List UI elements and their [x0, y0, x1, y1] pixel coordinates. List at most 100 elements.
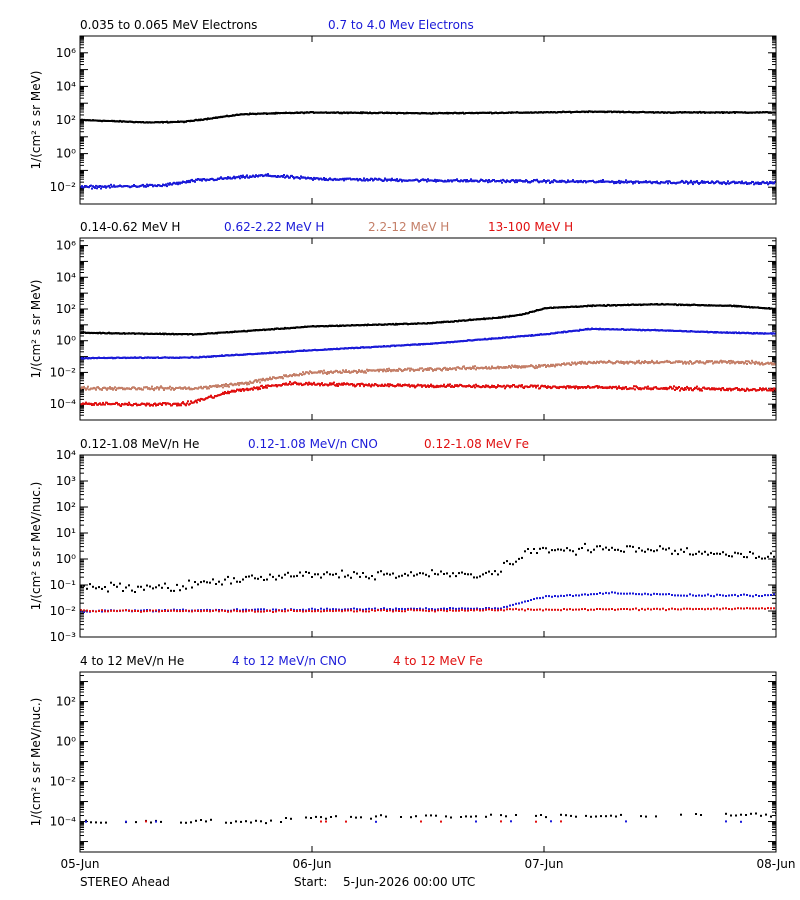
data-point — [171, 183, 173, 186]
data-point — [482, 573, 484, 576]
data-point — [271, 377, 273, 380]
data-point — [261, 379, 263, 382]
data-point — [381, 383, 383, 386]
data-point — [671, 552, 673, 555]
data-point — [399, 383, 401, 386]
data-point — [707, 553, 709, 556]
data-point — [710, 551, 712, 554]
data-point — [235, 390, 237, 393]
data-point — [639, 387, 641, 390]
data-point — [514, 181, 516, 184]
data-point — [429, 385, 431, 387]
data-point — [450, 179, 452, 182]
data-point — [243, 389, 245, 392]
data-point — [698, 387, 700, 390]
data-point — [575, 553, 577, 556]
data-point — [722, 551, 724, 554]
data-point — [656, 360, 658, 363]
data-point — [408, 367, 410, 370]
data-point — [690, 387, 692, 390]
data-point — [171, 404, 173, 407]
data-point — [637, 180, 639, 183]
data-point — [101, 388, 103, 391]
data-point — [683, 550, 685, 553]
data-point — [768, 389, 770, 392]
data-point — [622, 386, 624, 389]
data-point — [677, 553, 679, 556]
data-point — [746, 556, 748, 559]
data-point — [686, 385, 688, 388]
data-point — [726, 182, 728, 185]
data-point — [578, 329, 580, 332]
data-point — [535, 364, 537, 367]
data-point — [675, 386, 677, 389]
data-point — [128, 584, 130, 587]
data-point — [690, 179, 692, 182]
data-point — [319, 384, 321, 387]
data-point — [745, 181, 747, 184]
chart-panels: 0.035 to 0.065 MeV Electrons 0.7 to 4.0 M… — [29, 18, 777, 853]
legend-entry: 0.035 to 0.065 MeV Electrons — [80, 18, 257, 32]
data-point — [187, 400, 189, 403]
data-point — [246, 174, 248, 177]
data-point — [600, 179, 602, 182]
data-point — [626, 360, 628, 363]
data-point — [290, 575, 292, 578]
data-point — [350, 576, 352, 579]
data-point — [187, 181, 189, 184]
data-point — [453, 386, 455, 388]
data-point — [398, 575, 400, 578]
data-point — [295, 381, 297, 384]
data-point — [537, 365, 539, 368]
data-point — [720, 181, 722, 184]
data-point — [185, 404, 187, 407]
data-point — [511, 385, 513, 388]
legend-entry: 0.7 to 4.0 Mev Electrons — [328, 18, 474, 32]
data-point — [85, 401, 87, 404]
data-point — [105, 387, 107, 390]
data-point — [736, 387, 738, 389]
data-point — [538, 364, 540, 367]
data-point — [433, 180, 435, 182]
data-point — [413, 574, 415, 577]
data-point — [343, 179, 345, 182]
data-point — [745, 389, 747, 392]
data-point — [608, 386, 610, 389]
data-point — [685, 388, 687, 391]
data-point — [155, 586, 157, 589]
y-tick-label: 10² — [56, 302, 76, 316]
data-point — [508, 385, 510, 388]
data-point — [142, 183, 144, 186]
data-point — [707, 180, 709, 183]
data-point — [644, 550, 646, 553]
data-point — [696, 385, 698, 388]
data-point — [98, 586, 100, 589]
data-point — [486, 179, 488, 182]
data-point — [726, 387, 728, 390]
data-point — [638, 359, 640, 362]
y-tick-label: 10⁶ — [56, 239, 76, 253]
data-point — [168, 183, 170, 186]
chart-panel-2: 0.14-0.62 MeV H 0.62-2.22 MeV H 2.2-12 MeV… — [29, 220, 777, 421]
data-point — [745, 360, 747, 363]
data-point — [596, 545, 598, 548]
data-point — [359, 384, 361, 387]
data-point — [425, 179, 427, 182]
data-point — [733, 180, 735, 183]
data-point — [212, 578, 214, 581]
data-point — [148, 402, 150, 405]
data-point — [158, 584, 160, 587]
data-point — [503, 384, 505, 387]
data-point — [549, 365, 551, 368]
data-point — [225, 383, 227, 385]
data-point — [362, 179, 364, 182]
data-point — [118, 403, 120, 406]
data-point — [469, 179, 471, 182]
data-point — [388, 367, 390, 370]
data-point — [467, 573, 469, 576]
data-point — [390, 370, 392, 373]
data-point — [363, 177, 365, 180]
data-point — [239, 177, 241, 180]
data-point — [435, 180, 437, 183]
data-point — [224, 578, 226, 581]
